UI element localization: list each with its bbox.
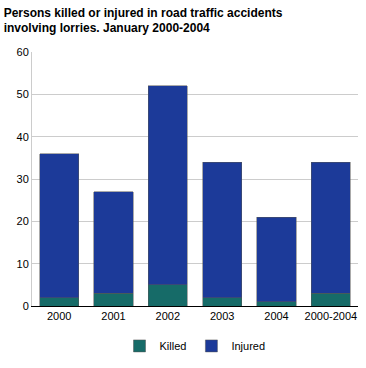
svg-text:2004: 2004	[264, 310, 288, 322]
svg-text:2000: 2000	[47, 310, 71, 322]
svg-text:40: 40	[17, 131, 29, 143]
svg-text:Injured: Injured	[231, 340, 265, 352]
svg-text:2002: 2002	[156, 310, 180, 322]
svg-text:2001: 2001	[101, 310, 125, 322]
svg-text:20: 20	[17, 215, 29, 227]
svg-text:2003: 2003	[210, 310, 234, 322]
svg-text:30: 30	[17, 173, 29, 185]
svg-text:2000-2004: 2000-2004	[305, 310, 358, 322]
svg-text:Persons killed or injured in r: Persons killed or injured in road traffi…	[4, 6, 283, 36]
svg-text:0: 0	[23, 300, 29, 312]
svg-text:10: 10	[17, 258, 29, 270]
svg-text:Killed: Killed	[160, 340, 187, 352]
svg-text:50: 50	[17, 88, 29, 100]
svg-text:60: 60	[17, 46, 29, 58]
